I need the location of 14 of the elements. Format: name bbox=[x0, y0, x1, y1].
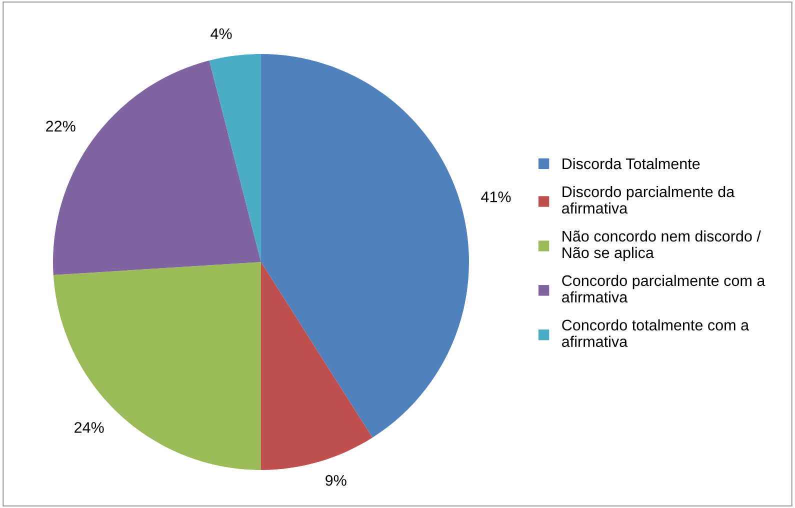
pie-slice bbox=[209, 54, 261, 262]
legend-label: Discordo parcialmente da afirmativa bbox=[562, 186, 735, 214]
legend-label: Concordo parcialmente com a afirmativa bbox=[562, 274, 766, 303]
pie-slice bbox=[53, 262, 261, 470]
data-label: 41% bbox=[481, 192, 511, 202]
legend-label: Não concordo nem discordo / Não se aplica bbox=[562, 230, 761, 262]
pie-slice bbox=[261, 262, 372, 470]
pie-slice bbox=[261, 54, 469, 438]
data-label: 24% bbox=[74, 422, 104, 433]
data-label: 22% bbox=[46, 120, 76, 132]
legend-label: Discorda Totalmente bbox=[562, 158, 700, 170]
legend-label: Concordo totalmente com a afirmativa bbox=[562, 319, 750, 347]
data-label: 4% bbox=[210, 28, 232, 40]
data-label: 9% bbox=[326, 475, 346, 486]
